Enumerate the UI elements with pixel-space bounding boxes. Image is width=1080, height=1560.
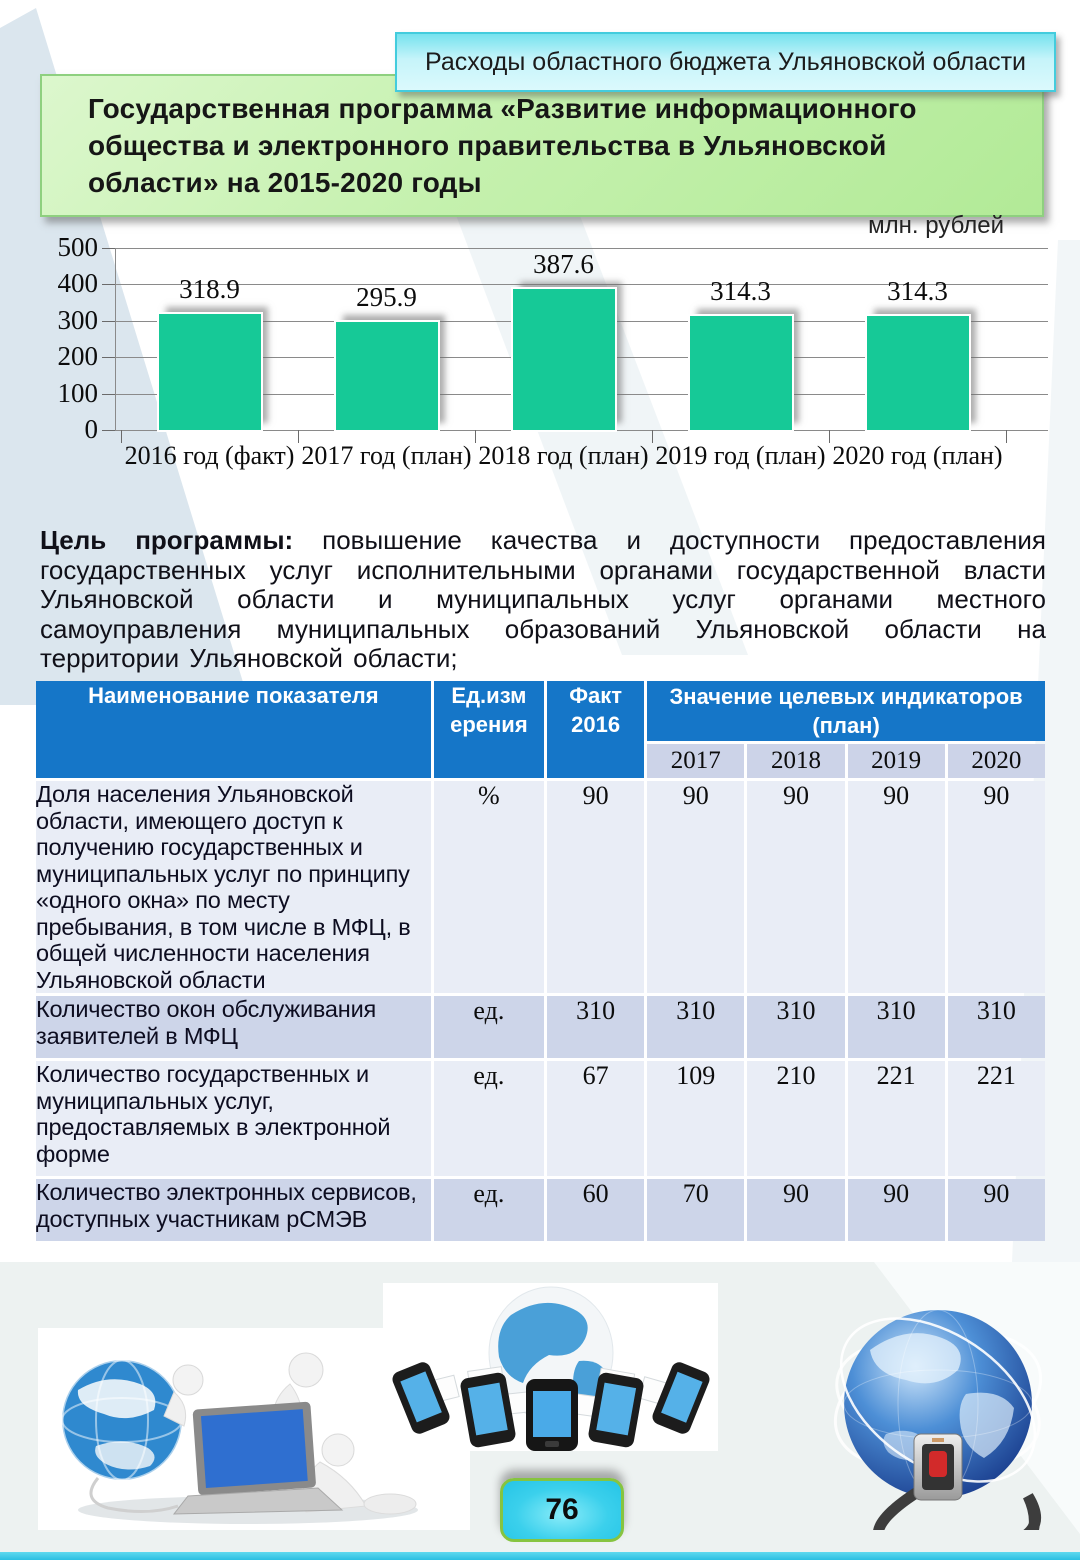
- indicator-plan: 90: [847, 781, 945, 993]
- category-label: 2019 год (план): [655, 441, 826, 470]
- gridline: [115, 430, 1048, 431]
- indicator-name: Количество окон обслуживания заявителей …: [36, 996, 431, 1058]
- network-globe-power-plug-clipart: [828, 1288, 1046, 1560]
- program-goal-label: Цель программы:: [40, 525, 294, 555]
- indicator-unit: %: [433, 781, 544, 993]
- category-label: 2017 год (план): [301, 441, 472, 470]
- col-header-name: Наименование показателя: [36, 681, 431, 778]
- indicator-plan: 310: [647, 996, 745, 1058]
- y-tick-label: 200: [57, 341, 99, 372]
- x-axis-tick: [829, 430, 830, 443]
- indicator-plan: 90: [947, 1179, 1045, 1241]
- category-label: 2020 год (план): [832, 441, 1003, 470]
- indicator-unit: ед.: [433, 1061, 544, 1176]
- table-row: Количество государственных и муниципальн…: [36, 1061, 1045, 1176]
- indicator-name: Количество электронных сервисов, доступн…: [36, 1179, 431, 1241]
- page-number: 76: [545, 1493, 579, 1526]
- table-row: Количество окон обслуживания заявителей …: [36, 996, 1045, 1058]
- globe-smartphones-documents-clipart: [383, 1283, 718, 1451]
- indicator-plan: 109: [647, 1061, 745, 1176]
- indicator-fact: 310: [547, 996, 645, 1058]
- indicator-plan: 310: [747, 996, 845, 1058]
- category-label: 2016 год (факт): [124, 441, 295, 470]
- indicator-fact: 60: [547, 1179, 645, 1241]
- header-banner: Расходы областного бюджета Ульяновской о…: [395, 32, 1056, 92]
- y-axis-tick: [102, 248, 115, 249]
- indicator-unit: ед.: [433, 996, 544, 1058]
- y-axis-tick: [102, 357, 115, 359]
- col-header-year-2019: 2019: [847, 744, 945, 778]
- page-number-badge: 76: [500, 1478, 624, 1542]
- col-header-year-2017: 2017: [647, 744, 745, 778]
- y-tick-label: 300: [57, 304, 99, 335]
- budget-bar: [158, 313, 261, 430]
- program-goal-paragraph: Цель программы: повышение качества и дос…: [40, 525, 1046, 674]
- budget-bar: [689, 315, 792, 430]
- indicator-plan: 221: [847, 1061, 945, 1176]
- bar-value-label: 387.6: [533, 248, 594, 279]
- budget-bar: [512, 288, 615, 430]
- bar-value-label: 314.3: [710, 275, 771, 306]
- category-label: 2018 год (план): [478, 441, 649, 470]
- indicator-plan: 70: [647, 1179, 745, 1241]
- indicator-plan: 310: [947, 996, 1045, 1058]
- header-banner-text: Расходы областного бюджета Ульяновской о…: [424, 47, 1027, 76]
- bottom-accent-strip: [0, 1552, 1080, 1560]
- table-row: Количество электронных сервисов, доступн…: [36, 1179, 1045, 1241]
- indicator-plan: 221: [947, 1061, 1045, 1176]
- y-tick-label: 100: [57, 377, 99, 408]
- x-axis-tick: [1006, 430, 1007, 443]
- indicator-name: Доля населения Ульяновской области, имею…: [36, 781, 431, 993]
- col-header-year-2020: 2020: [947, 744, 1045, 778]
- chart-unit-label: млн. рублей: [868, 212, 1004, 239]
- y-tick-label: 500: [57, 232, 99, 262]
- indicator-name: Количество государственных и муниципальн…: [36, 1061, 431, 1176]
- budget-bar: [866, 315, 969, 430]
- y-tick-label: 0: [84, 414, 99, 444]
- indicator-fact: 67: [547, 1061, 645, 1176]
- indicator-unit: ед.: [433, 1179, 544, 1241]
- indicator-plan: 90: [747, 781, 845, 993]
- y-axis-tick: [102, 430, 115, 431]
- y-tick-label: 400: [57, 268, 99, 299]
- bar-value-label: 318.9: [179, 273, 240, 304]
- y-axis-tick: [102, 284, 115, 286]
- indicators-table: Наименование показателя Ед.изм ерения Фа…: [33, 678, 1048, 1244]
- y-axis-tick: [102, 320, 115, 322]
- col-header-fact: Факт 2016: [547, 681, 645, 778]
- indicator-fact: 90: [547, 781, 645, 993]
- indicator-plan: 310: [847, 996, 945, 1058]
- table-row: Доля населения Ульяновской области, имею…: [36, 781, 1045, 993]
- page-title: Государственная программа «Развитие инфо…: [88, 93, 917, 198]
- col-header-year-2018: 2018: [747, 744, 845, 778]
- col-header-plan-span: Значение целевых индикаторов (план): [647, 681, 1045, 741]
- col-header-unit: Ед.изм ерения: [433, 681, 544, 778]
- budget-bar: [335, 322, 438, 430]
- x-axis-tick: [298, 430, 299, 443]
- indicator-plan: 90: [847, 1179, 945, 1241]
- bar-value-label: 295.9: [356, 282, 417, 313]
- bar-value-label: 314.3: [887, 275, 948, 306]
- indicator-plan: 210: [747, 1061, 845, 1176]
- indicator-plan: 90: [947, 781, 1045, 993]
- y-axis-line: [115, 248, 116, 430]
- indicator-plan: 90: [647, 781, 745, 993]
- program-title-box: Государственная программа «Развитие инфо…: [40, 74, 1044, 217]
- y-axis-tick: [102, 393, 115, 395]
- indicator-plan: 90: [747, 1179, 845, 1241]
